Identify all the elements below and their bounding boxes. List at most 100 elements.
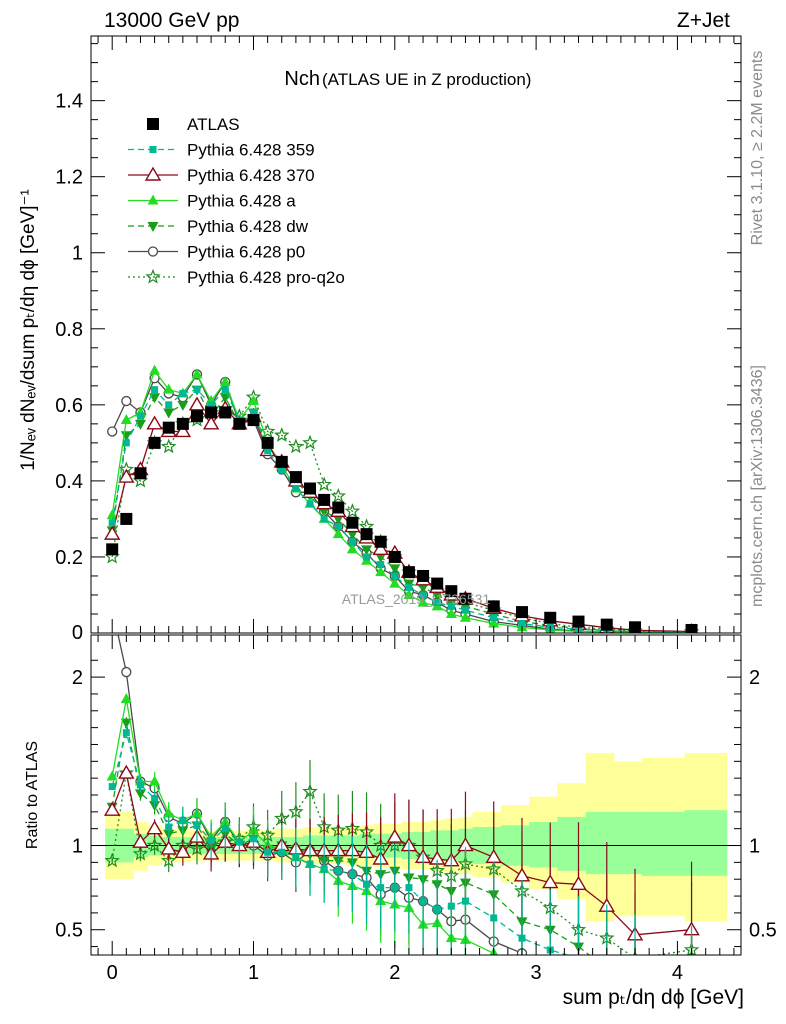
- x-axis-label: sum pₜ/dη dϕ [GeV]: [563, 986, 744, 1009]
- legend-entry: Pythia 6.428 dw: [128, 217, 309, 236]
- ratio-y-tick-label-right: 2: [749, 667, 760, 689]
- ratio-point: [179, 816, 187, 824]
- data-point: [176, 417, 189, 430]
- ratio-point: [136, 781, 144, 789]
- legend-marker: [147, 246, 159, 257]
- data-point: [136, 412, 144, 420]
- band-inner: [557, 816, 587, 871]
- data-point: [375, 566, 387, 577]
- data-point: [120, 431, 132, 442]
- data-point: [107, 426, 118, 437]
- x-tick-label: 3: [531, 962, 542, 984]
- data-point: [459, 592, 472, 605]
- ratio-point: [542, 874, 559, 889]
- ratio-point: [630, 976, 641, 986]
- ratio-point: [302, 783, 318, 799]
- data-point: [332, 501, 345, 514]
- data-point: [375, 552, 387, 563]
- ratio-point: [516, 962, 527, 972]
- legend-label: Pythia 6.428 370: [187, 166, 315, 185]
- data-point: [330, 487, 347, 503]
- data-point: [106, 543, 119, 556]
- ratio-point: [146, 837, 163, 853]
- ratio-point: [447, 902, 455, 910]
- band-inner: [684, 810, 728, 876]
- ratio-point: [320, 865, 328, 873]
- series-line: [111, 395, 692, 633]
- data-point: [445, 585, 458, 598]
- data-point: [402, 566, 415, 579]
- data-point: [306, 500, 314, 508]
- y-tick-label: 0.2: [55, 547, 83, 569]
- ratio-point: [306, 860, 314, 868]
- data-point: [202, 415, 220, 430]
- legend-entry: Pythia 6.428 370: [128, 166, 315, 185]
- ratio-point: [165, 823, 173, 831]
- data-point: [188, 396, 206, 411]
- ratio-point: [193, 821, 201, 829]
- data-point: [490, 614, 498, 622]
- data-point: [374, 535, 387, 548]
- data-point: [431, 590, 443, 601]
- data-point: [177, 400, 189, 411]
- ratio-point: [545, 974, 556, 984]
- data-point: [148, 436, 161, 449]
- ratio-y-tick-label: 2: [72, 667, 83, 689]
- y-tick-label: 0.6: [55, 395, 83, 417]
- data-point: [134, 467, 147, 480]
- rivet-label: Rivet 3.1.10, ≥ 2.2M events: [749, 51, 766, 246]
- data-point: [417, 596, 429, 607]
- ratio-point: [570, 875, 587, 890]
- data-point: [389, 577, 401, 588]
- data-point: [600, 618, 613, 631]
- ratio-y-tick-label-right: 1: [749, 836, 760, 858]
- data-point: [248, 395, 259, 406]
- data-point: [190, 410, 203, 423]
- data-point: [163, 383, 175, 394]
- data-point: [391, 572, 399, 580]
- legend-label: Pythia 6.428 pro-q2o: [187, 268, 345, 287]
- data-point: [205, 406, 218, 419]
- x-tick-label: 4: [672, 962, 683, 984]
- data-point: [149, 364, 161, 375]
- y-tick-label: 1.4: [55, 91, 83, 113]
- band-inner: [529, 821, 558, 868]
- data-point: [360, 528, 373, 541]
- data-point: [346, 530, 358, 541]
- data-point: [120, 512, 133, 525]
- data-point: [219, 406, 232, 419]
- data-point: [302, 434, 318, 450]
- x-tick-label: 1: [248, 962, 259, 984]
- legend-entry: Pythia 6.428 pro-q2o: [128, 268, 345, 287]
- data-point: [363, 553, 371, 561]
- ratio-point: [292, 853, 300, 861]
- data-point: [108, 519, 116, 527]
- data-point: [572, 615, 585, 628]
- data-point: [332, 528, 344, 539]
- ratio-point: [490, 914, 498, 922]
- data-point: [165, 401, 173, 409]
- data-point: [318, 493, 331, 506]
- ratio-point: [121, 666, 132, 678]
- data-point: [544, 611, 557, 624]
- ratio-point: [174, 843, 192, 858]
- data-point: [247, 414, 260, 427]
- legend-marker: [149, 146, 157, 153]
- ratio-point: [264, 848, 272, 856]
- legend-entry: Pythia 6.428 a: [128, 192, 296, 211]
- data-point: [191, 368, 203, 379]
- ratio-point: [132, 845, 149, 861]
- ratio-point: [120, 718, 132, 729]
- y-tick-label: 0.4: [55, 471, 83, 493]
- data-point: [459, 611, 471, 622]
- data-point: [348, 538, 356, 546]
- data-point: [447, 602, 455, 610]
- data-point: [346, 516, 359, 529]
- data-point: [118, 468, 135, 483]
- data-point: [264, 446, 272, 454]
- ratio-point: [207, 836, 215, 844]
- y-tick-label: 1.2: [55, 167, 83, 189]
- legend-entry: Pythia 6.428 359: [128, 141, 315, 160]
- x-tick-label: 2: [389, 962, 400, 984]
- ratio-point: [120, 693, 132, 703]
